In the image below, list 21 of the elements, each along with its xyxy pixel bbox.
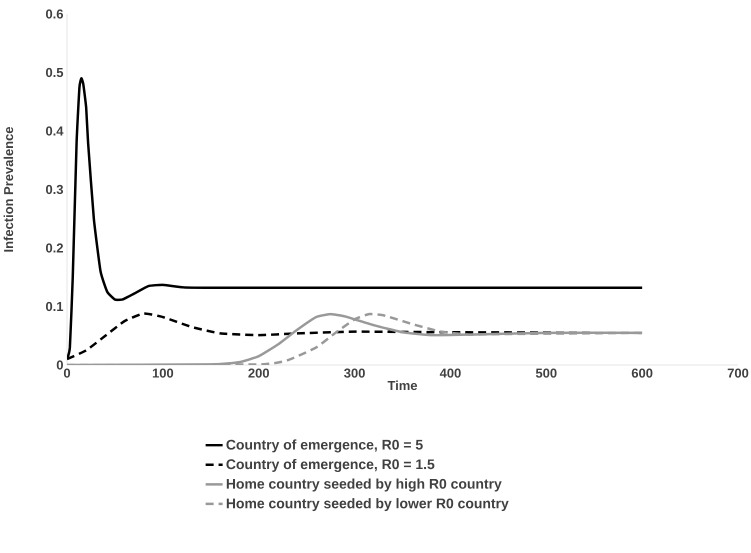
x-tick-label: 0 (64, 368, 70, 378)
legend-label: Country of emergence, R0 = 5 (226, 439, 423, 452)
x-tick-label: 200 (248, 368, 269, 378)
x-tick-label: 600 (632, 368, 652, 378)
x-tick-label: 100 (152, 368, 174, 378)
x-tick-label: 400 (440, 368, 461, 378)
legend-label: Home country seeded by high R0 country (226, 478, 502, 492)
x-tick-label: 700 (728, 368, 748, 378)
legend-label: Home country seeded by lower R0 country (226, 498, 509, 512)
y-tick-label: 0 (56, 360, 63, 370)
x-axis-title: Time (388, 380, 418, 390)
y-tick-label: 0.4 (46, 126, 64, 136)
y-tick-label: 0.3 (46, 184, 64, 194)
y-tick-label: 0.1 (46, 302, 64, 312)
y-axis-title: Infection Prevalence (4, 126, 14, 252)
y-tick-label: 0.2 (46, 243, 63, 253)
y-tick-label: 0.6 (46, 9, 64, 19)
legend-label: Country of emergence, R0 = 1.5 (226, 458, 434, 472)
x-tick-label: 500 (536, 368, 557, 378)
y-tick-label: 0.5 (46, 68, 64, 78)
x-tick-label: 300 (344, 368, 365, 378)
